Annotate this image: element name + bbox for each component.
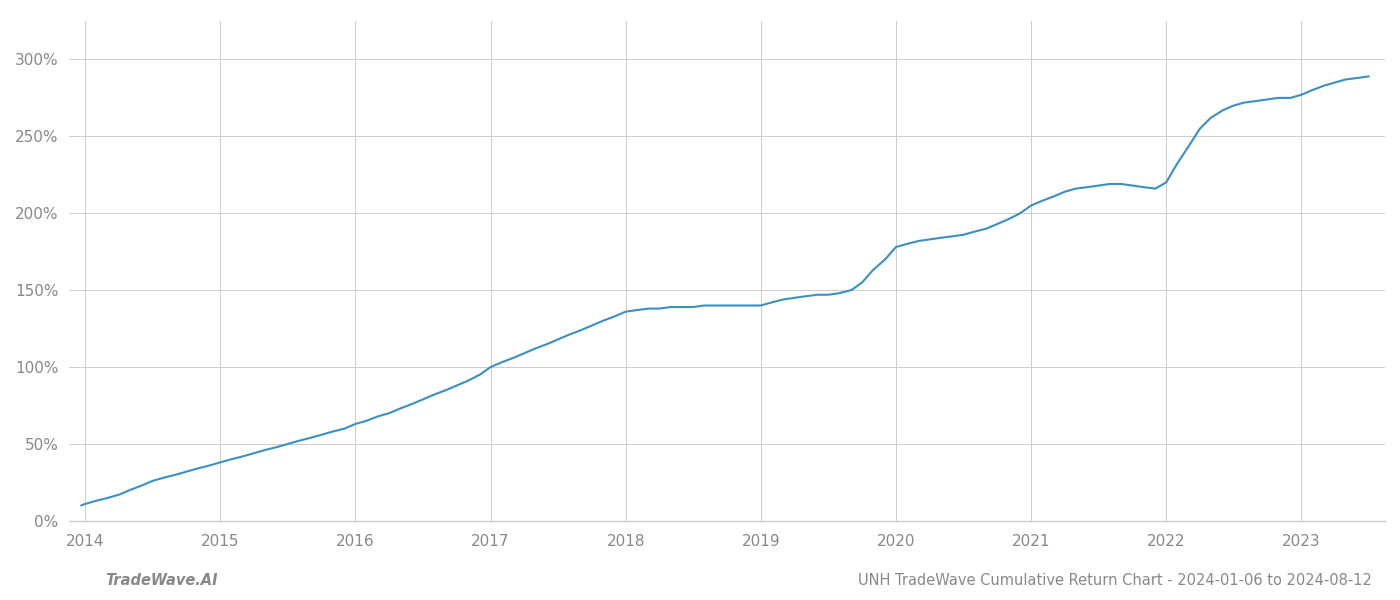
Text: UNH TradeWave Cumulative Return Chart - 2024-01-06 to 2024-08-12: UNH TradeWave Cumulative Return Chart - … <box>858 573 1372 588</box>
Text: TradeWave.AI: TradeWave.AI <box>105 573 217 588</box>
